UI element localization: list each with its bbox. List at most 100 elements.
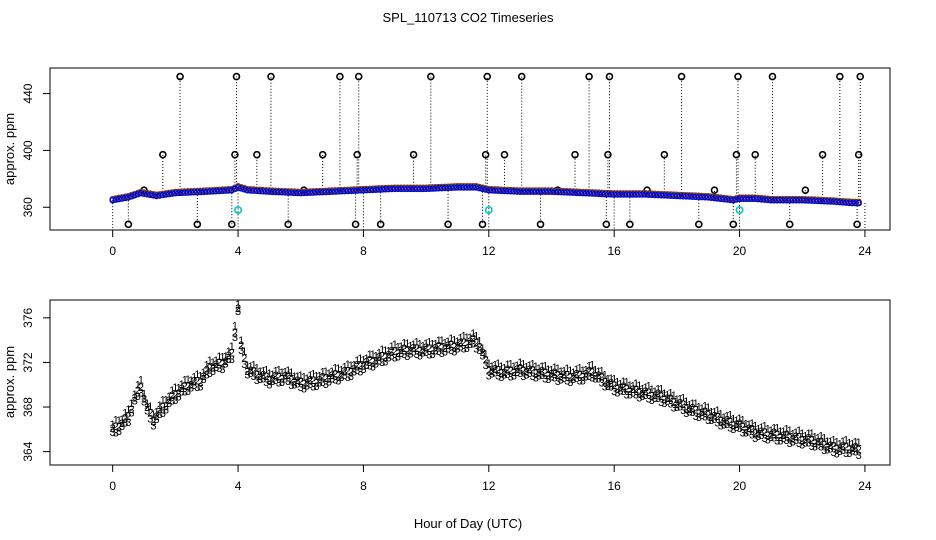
series-3-point: 3: [338, 372, 344, 384]
figure-title: SPL_110713 CO2 Timeseries: [382, 10, 554, 25]
top-point-3: [557, 188, 565, 196]
top-point-3: [751, 195, 759, 203]
top-point-3: [811, 197, 819, 205]
top-point-3: [306, 189, 314, 196]
top-point-3: [651, 191, 659, 199]
series-2-point: 2: [436, 340, 442, 352]
series-1-point: 1: [448, 333, 454, 345]
series-1-point: 1: [758, 422, 764, 434]
series-2-point: 2: [649, 391, 655, 403]
top-point-3: [814, 197, 822, 205]
top-point-3: [573, 189, 580, 197]
top-point-3: [165, 190, 173, 198]
series-3-point: 3: [705, 415, 711, 427]
top-point-3: [758, 196, 765, 203]
series-1-point: 1: [671, 390, 677, 402]
series-3-point: 3: [138, 387, 144, 399]
series-3-point: 3: [658, 397, 664, 409]
series-3-point: 3: [552, 373, 558, 385]
top-point-3: [592, 190, 599, 197]
series-1-point: 1: [429, 339, 435, 351]
top-point-3: [601, 190, 609, 198]
top-point-3: [504, 187, 511, 195]
series-3-point: 3: [696, 412, 702, 424]
top-point-3: [617, 191, 624, 198]
series-3-point: 3: [508, 372, 514, 384]
spike-point: [856, 72, 865, 81]
series-3-point: 3: [476, 345, 482, 357]
series-1-point: 1: [796, 425, 802, 437]
series-2-point: 2: [552, 367, 558, 379]
spike-point: [818, 150, 827, 159]
top-point-3: [692, 193, 699, 201]
top-point-3: [679, 192, 687, 200]
top-point-3: [275, 188, 283, 196]
series-1-point: 1: [577, 362, 583, 374]
series-1-point: 1: [746, 419, 752, 431]
series-3-point: 3: [736, 423, 742, 435]
top-point-3: [479, 185, 486, 193]
series-1-point: 1: [605, 374, 611, 386]
series-3-point: 3: [809, 441, 815, 453]
top-point-3: [786, 196, 794, 204]
series-1-point: 1: [222, 351, 228, 363]
series-1-point: 1: [693, 398, 699, 410]
series-3-point: 3: [545, 374, 551, 386]
spike-point: [124, 220, 133, 229]
top-point-3: [219, 187, 226, 195]
spike-point: [801, 186, 810, 195]
series-2-point: 2: [711, 410, 717, 422]
series-3-point: 3: [840, 445, 846, 457]
top-x-tick-label: 4: [235, 244, 242, 258]
series-2-point: 2: [248, 365, 254, 377]
series-2-point: 2: [342, 366, 348, 378]
series-3-point: 3: [116, 426, 122, 438]
series-2-point: 2: [749, 424, 755, 436]
series-3-point: 3: [558, 375, 564, 387]
series-3-point: 3: [711, 414, 717, 426]
bottom-x-tick-label: 4: [235, 479, 242, 493]
series-3-point: 3: [110, 427, 116, 439]
series-1-point: 1: [244, 360, 250, 372]
top-point-3: [526, 188, 533, 195]
series-1-point: 1: [542, 360, 548, 372]
top-point-3: [798, 196, 806, 204]
series-1-point: 1: [498, 361, 504, 373]
series-3-point: 3: [602, 382, 608, 394]
series-1-point: 1: [821, 432, 827, 444]
top-series-points: [109, 183, 862, 207]
top-y-tick-label: 400: [21, 140, 35, 160]
top-point-3: [748, 195, 756, 203]
series-1-point: 1: [636, 380, 642, 392]
top-point-3: [852, 199, 859, 207]
top-point-3: [570, 189, 577, 196]
spike-point: [427, 72, 435, 81]
top-point-3: [184, 189, 192, 196]
spike-point: [351, 220, 360, 229]
series-3-point: 3: [627, 390, 633, 402]
series-2-point: 2: [323, 373, 329, 385]
series-1-point: 1: [765, 423, 771, 435]
series-2-point: 2: [411, 343, 417, 355]
top-point-3: [720, 195, 728, 203]
series-1-point: 1: [705, 402, 711, 414]
top-point-3: [203, 188, 211, 195]
series-2-point: 2: [658, 391, 664, 403]
series-1-point: 1: [627, 380, 633, 392]
series-1-point: 1: [210, 357, 216, 369]
spike-point: [193, 220, 202, 229]
series-1-point: 1: [611, 373, 617, 385]
series-1-point: 1: [755, 423, 761, 435]
spike-point: [444, 220, 452, 229]
series-1-point: 1: [740, 414, 746, 426]
series-1-point: 1: [589, 360, 595, 372]
top-point-3: [404, 185, 411, 193]
top-point-3: [579, 189, 587, 197]
top-point-3: [150, 192, 157, 199]
series-1-point: 1: [492, 359, 498, 371]
series-2-point: 2: [852, 441, 858, 453]
top-point-3: [855, 199, 862, 207]
top-point-3: [523, 188, 530, 195]
series-3-point: 3: [370, 362, 376, 374]
series-2-point: 2: [511, 367, 517, 379]
